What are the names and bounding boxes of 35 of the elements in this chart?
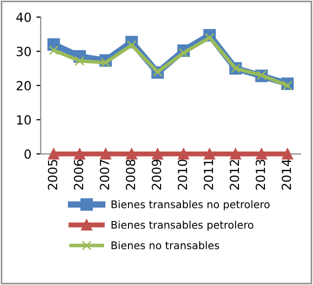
x-tick-label: 2007	[100, 160, 110, 190]
y-tick-label: 30	[16, 46, 31, 56]
point	[74, 56, 85, 66]
point	[48, 45, 59, 56]
x-tick-label: 2005	[48, 160, 58, 190]
point	[256, 148, 268, 160]
y-tick-label: 40	[16, 12, 31, 22]
x-tick-label: 2008	[126, 160, 136, 190]
point	[204, 148, 216, 160]
point	[152, 148, 164, 160]
y-tick-label: 20	[16, 80, 31, 90]
point	[126, 148, 138, 160]
legend-label: Bienes transables no petrolero	[112, 200, 270, 210]
point	[230, 148, 242, 160]
x-tick-label: 2010	[178, 160, 188, 190]
x-tick-label: 2013	[256, 160, 266, 190]
point	[74, 148, 86, 160]
point	[48, 148, 60, 160]
point	[178, 48, 188, 58]
y-tick-label: 10	[17, 115, 31, 125]
point	[126, 40, 136, 50]
point	[282, 80, 292, 90]
point	[100, 148, 112, 160]
x-tick-label: 2011	[204, 160, 214, 190]
x-tick-label: 2009	[152, 160, 162, 190]
x-tick-label: 2014	[282, 159, 292, 190]
point	[204, 32, 214, 42]
point	[178, 148, 190, 160]
x-tick-label: 2006	[74, 160, 84, 190]
y-tick-label: 0	[24, 149, 31, 159]
x-tick-label: 2012	[230, 160, 240, 190]
point	[100, 58, 110, 68]
legend-label: Bienes transables petrolero	[112, 220, 254, 231]
legend-label: Bienes no transables	[112, 241, 220, 250]
point	[282, 148, 294, 160]
